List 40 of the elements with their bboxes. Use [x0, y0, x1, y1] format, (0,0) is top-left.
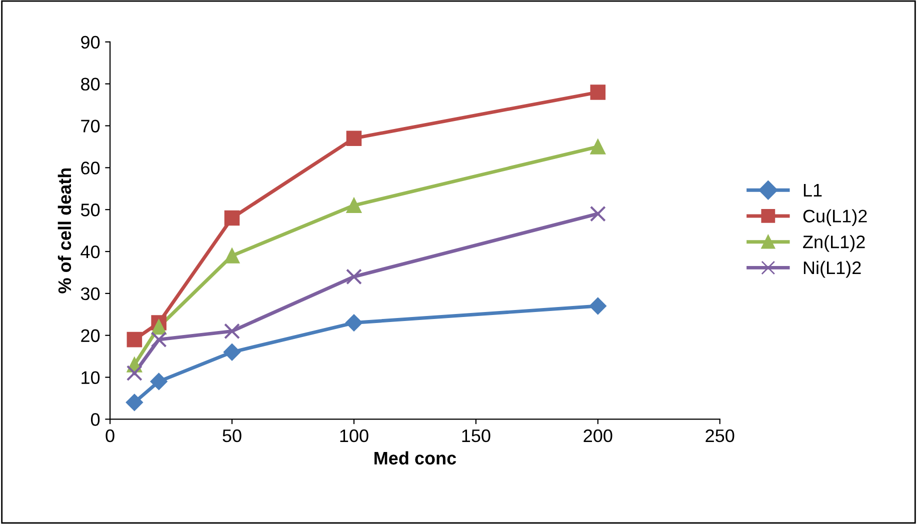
point — [126, 394, 143, 411]
y-tick-label: 0 — [90, 413, 100, 426]
x-tick-label: 150 — [462, 429, 490, 442]
y-tick-label: 20 — [81, 329, 100, 342]
legend-label: Cu(L1)2 — [803, 209, 867, 226]
point — [151, 319, 166, 335]
point — [150, 332, 167, 348]
point — [589, 297, 606, 315]
point — [126, 365, 142, 382]
legend-label: Ni(L1)2 — [804, 260, 861, 278]
legend-label: Zn(L1)2 — [803, 235, 865, 252]
point — [590, 84, 606, 100]
y-tick-label: 10 — [82, 371, 100, 384]
point — [223, 344, 241, 361]
point — [126, 332, 142, 348]
x-tick-label: 100 — [340, 429, 368, 442]
point — [224, 323, 240, 340]
point — [346, 268, 362, 285]
point — [150, 372, 168, 390]
y-tick-label: 60 — [81, 162, 100, 174]
legend-label: L1 — [804, 184, 822, 196]
y-axis-title: % of cell death — [58, 168, 72, 294]
point — [345, 314, 363, 332]
point — [224, 210, 240, 226]
point — [590, 139, 606, 154]
point — [224, 248, 240, 264]
x-axis-title: Med conc — [374, 451, 456, 465]
x-tick-label: 200 — [584, 429, 612, 442]
y-tick-label: 90 — [81, 36, 100, 49]
x-tick-label: 50 — [222, 429, 242, 442]
y-tick-label: 50 — [80, 204, 100, 216]
x-tick-label: 250 — [706, 429, 734, 442]
y-tick-label: 40 — [80, 245, 100, 258]
point — [590, 206, 606, 222]
point — [346, 198, 362, 214]
x-tick-label: 0 — [106, 429, 114, 442]
y-tick-label: 70 — [81, 120, 100, 132]
y-tick-label: 30 — [80, 287, 100, 300]
y-tick-label: 80 — [81, 78, 100, 91]
point — [346, 130, 362, 146]
